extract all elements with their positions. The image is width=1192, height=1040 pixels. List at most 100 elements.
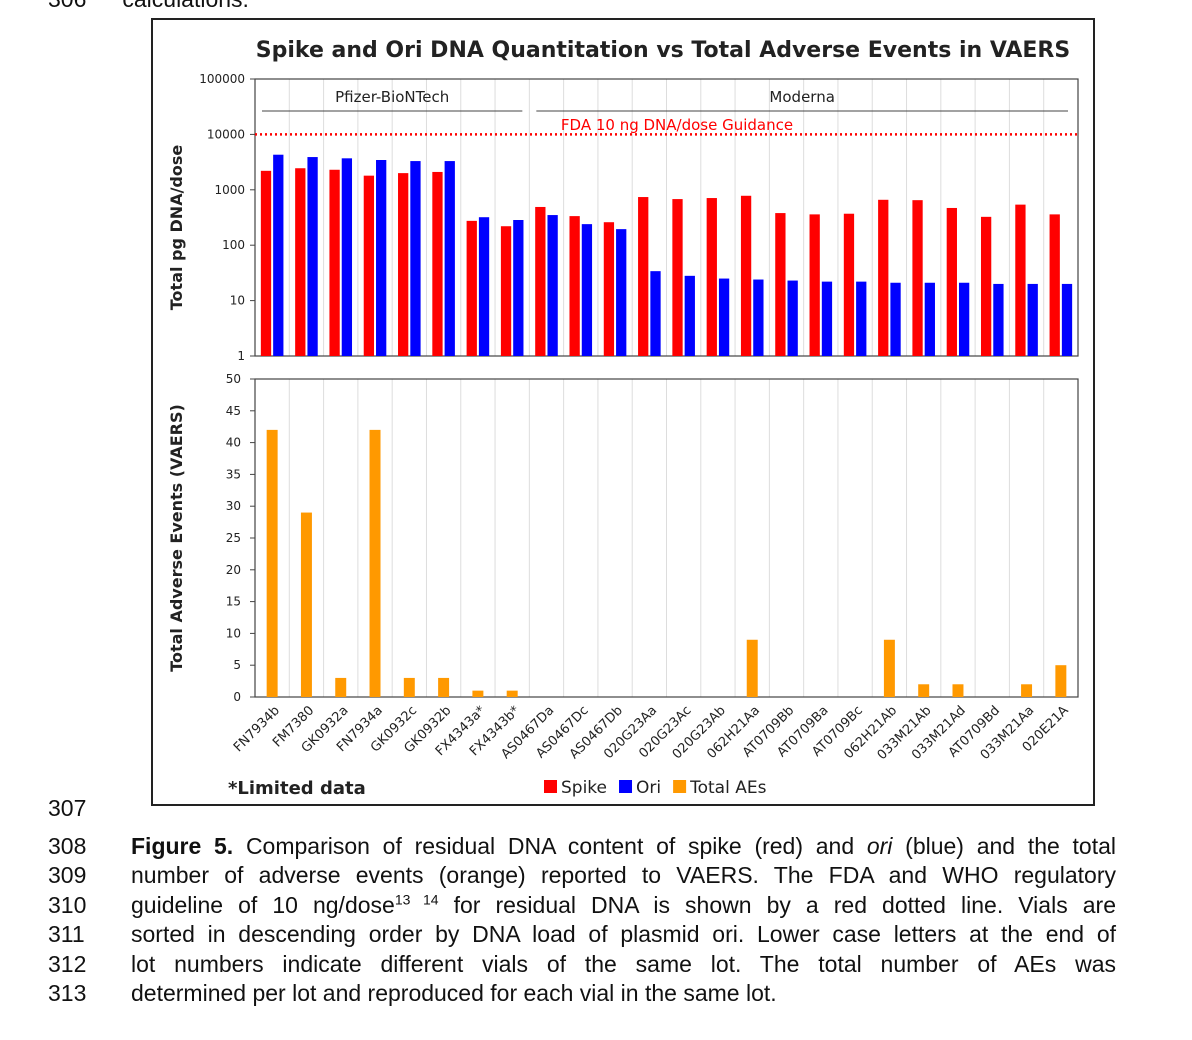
bar-ori [650,271,661,356]
footnote: *Limited data [228,778,366,799]
bar-spike [912,200,923,356]
y-tick-label: 15 [226,595,241,609]
bar-spike [295,168,306,356]
previous-page-line: 306 calculations. [48,0,285,13]
bar-ori [856,281,867,356]
bar-total-aes [883,639,895,697]
group-label: Moderna [769,88,834,106]
line-number: 311 [48,921,85,947]
ae-panel: 0 5 10 15 20 25 30 35 40 45 50 Total Adverse Events… [167,372,1079,704]
bar-ori [821,281,833,356]
line-text: calculations. [122,0,249,12]
bar-total-aes [335,677,347,697]
y-tick-label: 45 [226,404,241,418]
caption-text: guideline of 10 ng/dose [131,892,395,918]
bar-spike [672,199,683,356]
legend-swatch-spike [544,780,557,793]
y-tick-label: 20 [226,563,241,577]
bar-ori [547,215,558,356]
legend-swatch-ori [619,780,633,793]
bar-ori [718,278,730,356]
bar-spike [398,173,409,356]
bar-spike [878,199,889,356]
figure-chart: Spike and Ori DNA Quantitation vs Total … [151,18,1095,806]
bar-spike [432,171,443,356]
citation-superscript: 13 14 [394,891,439,908]
group-label: Pfizer-BioNTech [335,88,449,106]
legend-label: Total AEs [689,778,766,798]
bar-ori [753,279,764,356]
line-number: 307 [48,795,87,821]
y-tick-label: 10000 [207,127,245,141]
bar-total-aes [369,429,381,697]
bar-ori [890,282,901,356]
caption-text: Comparison of residual DNA content of sp… [233,833,867,859]
bar-spike [1049,214,1060,356]
bar-ori [958,282,970,356]
caption-line: guideline of 10 ng/dose13 14 for residua… [131,892,1116,919]
y-tick-label: 10 [230,294,245,308]
y-tick-label: 50 [226,372,241,386]
line-number: 312 [48,951,87,977]
figure-label: Figure 5. [131,833,234,859]
bar-spike [466,220,477,356]
bar-ori [307,157,318,356]
bar-ori [616,229,627,356]
bar-spike [603,222,615,356]
bar-total-aes [918,684,930,697]
bar-total-aes [266,429,278,697]
bar-ori [513,220,524,356]
bar-ori [1061,283,1073,356]
y-axis-label: Total pg DNA/dose [167,145,186,311]
y-tick-label: 35 [226,467,241,481]
bar-ori [376,160,387,356]
y-tick-label: 1000 [214,183,245,197]
bar-spike [775,213,786,356]
bar-total-aes [1055,665,1067,697]
bar-spike [638,197,649,356]
bar-total-aes [438,677,450,697]
caption-line: lot numbers indicate different vials of … [131,951,1116,977]
bar-ori [684,275,695,356]
y-tick-label: 30 [226,499,241,513]
bar-total-aes [300,512,312,697]
bar-spike [706,198,717,356]
bar-total-aes [403,677,415,697]
legend-label: Ori [636,778,661,798]
y-tick-label: 0 [233,690,241,704]
bar-spike [569,216,580,356]
bar-total-aes [746,639,758,697]
bar-spike [843,213,855,356]
line-number: 308 [48,833,87,859]
y-tick-label: 100 [222,238,245,252]
bar-spike [260,170,272,356]
caption-line: determined per lot and reproduced for ea… [131,980,777,1006]
bar-spike [535,206,546,356]
y-tick-label: 10 [226,626,241,640]
bar-spike [946,207,957,356]
bar-ori [581,224,593,356]
bar-ori [410,161,421,356]
y-tick-label: 40 [226,436,241,450]
bar-ori [1027,283,1038,356]
chart-title: Spike and Ori DNA Quantitation vs Total … [256,38,1070,63]
bar-ori [444,161,455,356]
y-tick-label: 1 [237,349,245,363]
bar-ori [478,217,490,356]
bar-ori [341,158,353,356]
bar-spike [363,175,375,356]
line-number: 306 [48,0,86,12]
y-axis-label: Total Adverse Events (VAERS) [167,404,186,672]
bar-spike [980,216,992,356]
line-number: 309 [48,862,87,888]
y-tick-label: 25 [226,531,241,545]
bar-spike [329,169,340,356]
bar-total-aes [952,684,964,697]
bar-spike [500,226,512,356]
bar-ori [924,282,935,356]
bar-total-aes [506,690,518,697]
bar-ori [273,154,284,356]
caption-italic: ori [866,833,893,859]
plot-area [254,78,1079,357]
bar-spike [1015,204,1026,356]
